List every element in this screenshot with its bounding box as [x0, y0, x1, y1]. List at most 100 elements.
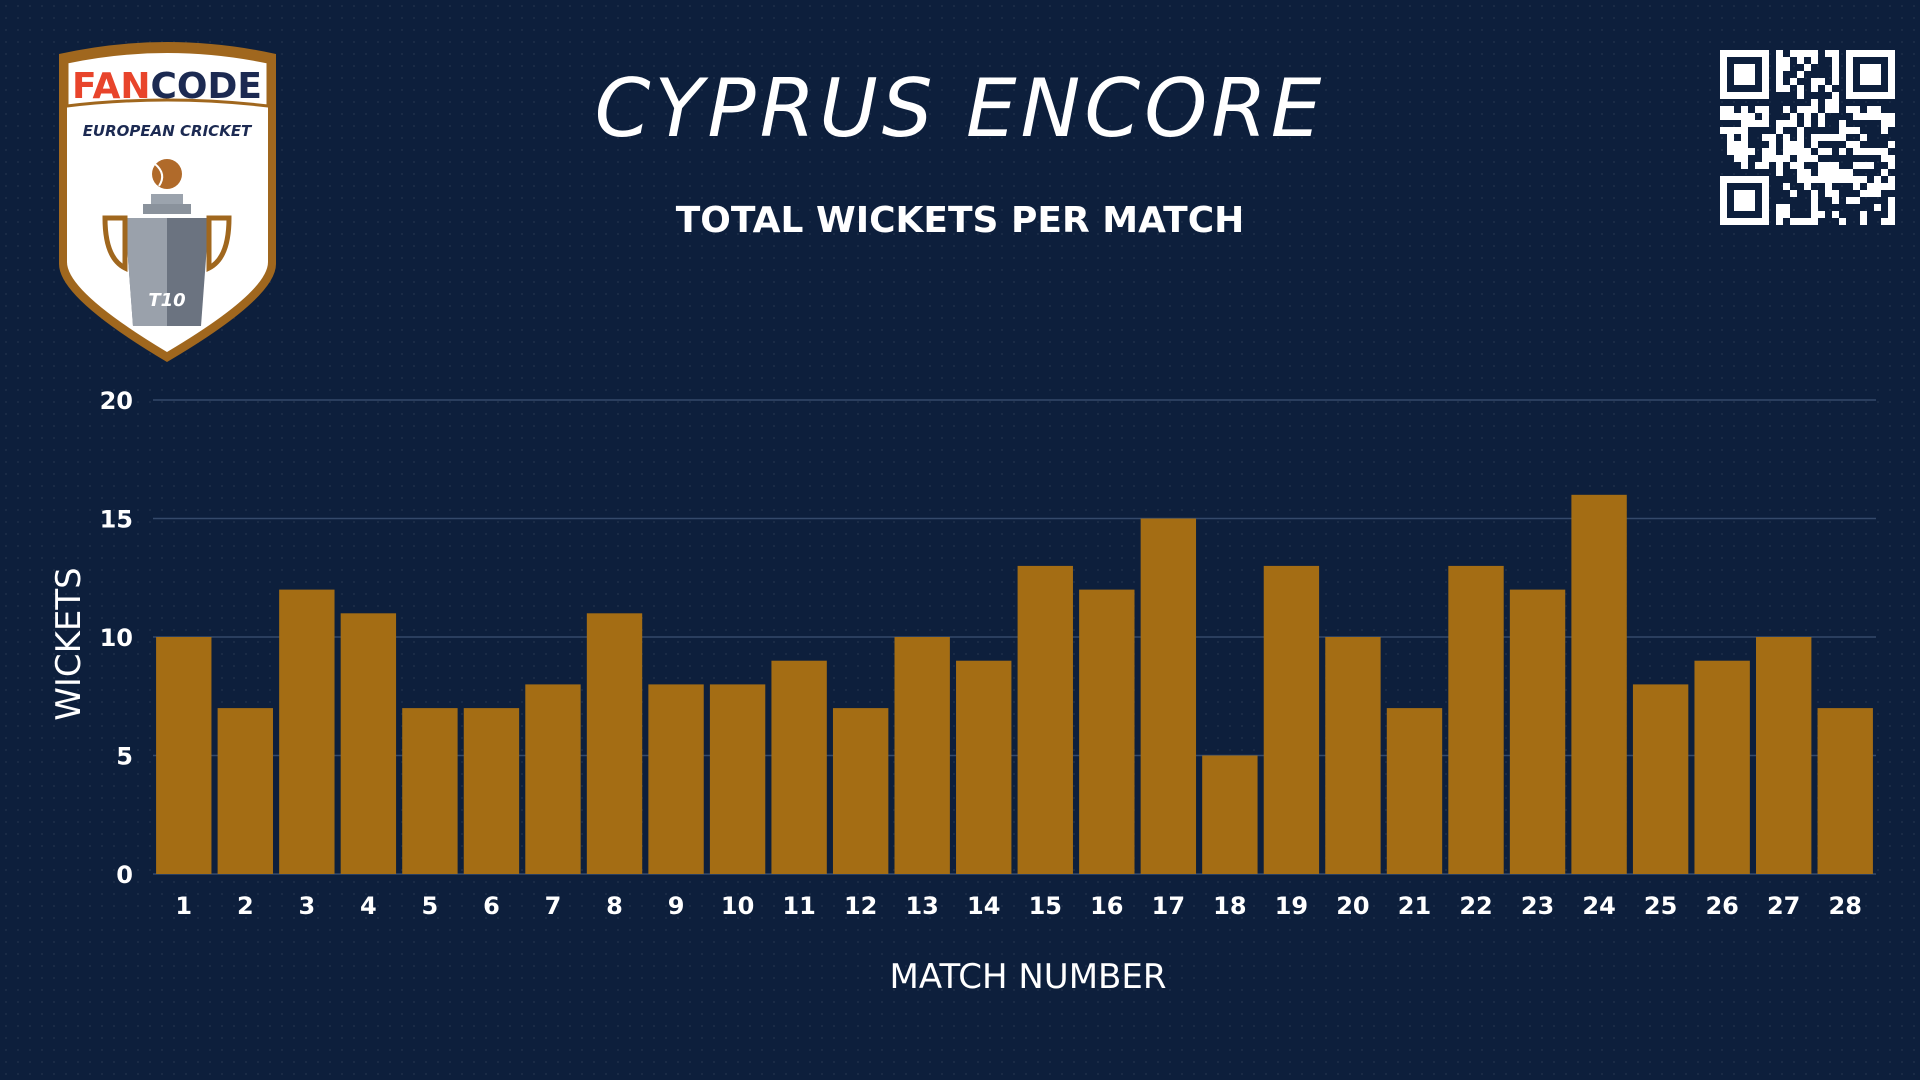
- qr-module: [1720, 106, 1727, 113]
- qr-module: [1825, 169, 1832, 176]
- qr-module: [1804, 120, 1811, 127]
- qr-module: [1734, 148, 1741, 155]
- qr-module: [1797, 50, 1804, 57]
- qr-module: [1797, 92, 1804, 99]
- qr-module: [1832, 50, 1839, 57]
- qr-module: [1888, 183, 1895, 190]
- qr-module: [1860, 148, 1867, 155]
- qr-module: [1811, 211, 1818, 218]
- qr-module: [1776, 57, 1783, 64]
- qr-module: [1818, 162, 1825, 169]
- x-tick-label: 19: [1275, 892, 1308, 920]
- qr-module: [1860, 218, 1867, 225]
- qr-module: [1762, 162, 1769, 169]
- qr-module: [1811, 106, 1818, 113]
- bar-match-4: [340, 613, 397, 874]
- qr-module: [1776, 85, 1783, 92]
- qr-module: [1790, 218, 1797, 225]
- qr-module: [1825, 148, 1832, 155]
- qr-module: [1832, 176, 1839, 183]
- qr-module: [1888, 204, 1895, 211]
- x-tick-label: 8: [606, 892, 623, 920]
- qr-module: [1776, 50, 1783, 57]
- qr-module: [1888, 155, 1895, 162]
- chart-title: TOTAL WICKETS PER MATCH: [675, 200, 1245, 241]
- qr-module: [1811, 218, 1818, 225]
- qr-module: [1755, 120, 1762, 127]
- bar-match-14: [956, 660, 1012, 874]
- qr-module: [1811, 50, 1818, 57]
- bar-match-7: [525, 684, 581, 874]
- qr-module: [1839, 169, 1846, 176]
- logo-badge: T10: [148, 290, 185, 311]
- qr-module: [1832, 190, 1839, 197]
- qr-module: [1874, 204, 1881, 211]
- qr-module: [1776, 78, 1783, 85]
- qr-module: [1741, 148, 1748, 155]
- qr-module: [1839, 127, 1846, 134]
- x-tick-label: 10: [721, 892, 754, 920]
- bar-match-9: [648, 684, 704, 874]
- x-tick-label: 22: [1459, 892, 1492, 920]
- qr-module: [1727, 148, 1734, 155]
- qr-module: [1888, 211, 1895, 218]
- bar-match-15: [1017, 565, 1073, 874]
- qr-module: [1888, 141, 1895, 148]
- x-tick-label: 3: [298, 892, 315, 920]
- qr-module: [1734, 190, 1755, 211]
- qr-module: [1783, 183, 1790, 190]
- bar-match-22: [1448, 565, 1504, 874]
- qr-module: [1818, 113, 1825, 120]
- qr-module: [1776, 204, 1783, 211]
- qr-module: [1769, 148, 1776, 155]
- qr-module: [1790, 148, 1797, 155]
- y-tick-label: 5: [116, 743, 133, 771]
- x-tick-label: 1: [175, 892, 192, 920]
- qr-module: [1825, 183, 1832, 190]
- qr-module: [1867, 183, 1874, 190]
- qr-module: [1790, 78, 1797, 85]
- qr-module: [1881, 120, 1888, 127]
- qr-module: [1825, 85, 1832, 92]
- x-tick-label: 5: [422, 892, 439, 920]
- qr-module: [1818, 176, 1825, 183]
- qr-module: [1825, 162, 1832, 169]
- qr-module: [1790, 162, 1797, 169]
- qr-module: [1790, 190, 1797, 197]
- qr-module: [1874, 176, 1881, 183]
- qr-module: [1804, 64, 1811, 71]
- qr-module: [1790, 120, 1797, 127]
- x-tick-label: 4: [360, 892, 377, 920]
- qr-module: [1818, 120, 1825, 127]
- bar-match-5: [402, 708, 458, 874]
- qr-module: [1846, 176, 1853, 183]
- qr-module: [1762, 134, 1769, 141]
- x-tick-label: 28: [1829, 892, 1862, 920]
- qr-module: [1804, 50, 1811, 57]
- y-axis-title: WICKETS: [49, 567, 89, 721]
- qr-module: [1776, 169, 1783, 176]
- qr-module: [1762, 120, 1769, 127]
- x-axis-title: MATCH NUMBER: [890, 957, 1167, 997]
- qr-module: [1888, 113, 1895, 120]
- qr-module: [1867, 148, 1874, 155]
- qr-module: [1783, 64, 1790, 71]
- x-tick-label: 20: [1336, 892, 1369, 920]
- qr-module: [1881, 183, 1888, 190]
- qr-module: [1881, 127, 1888, 134]
- bar-match-20: [1325, 637, 1381, 874]
- qr-module: [1839, 218, 1846, 225]
- qr-module: [1783, 57, 1790, 64]
- qr-module: [1797, 85, 1804, 92]
- qr-module: [1811, 176, 1818, 183]
- logo-wordmark: FANCODE: [72, 66, 262, 107]
- bar-match-8: [586, 613, 643, 874]
- qr-module: [1832, 71, 1839, 78]
- qr-module: [1881, 148, 1888, 155]
- qr-module: [1853, 183, 1860, 190]
- qr-module: [1860, 113, 1867, 120]
- qr-module: [1832, 99, 1839, 106]
- qr-module: [1797, 162, 1804, 169]
- bar-match-18: [1202, 755, 1258, 874]
- qr-module: [1832, 64, 1839, 71]
